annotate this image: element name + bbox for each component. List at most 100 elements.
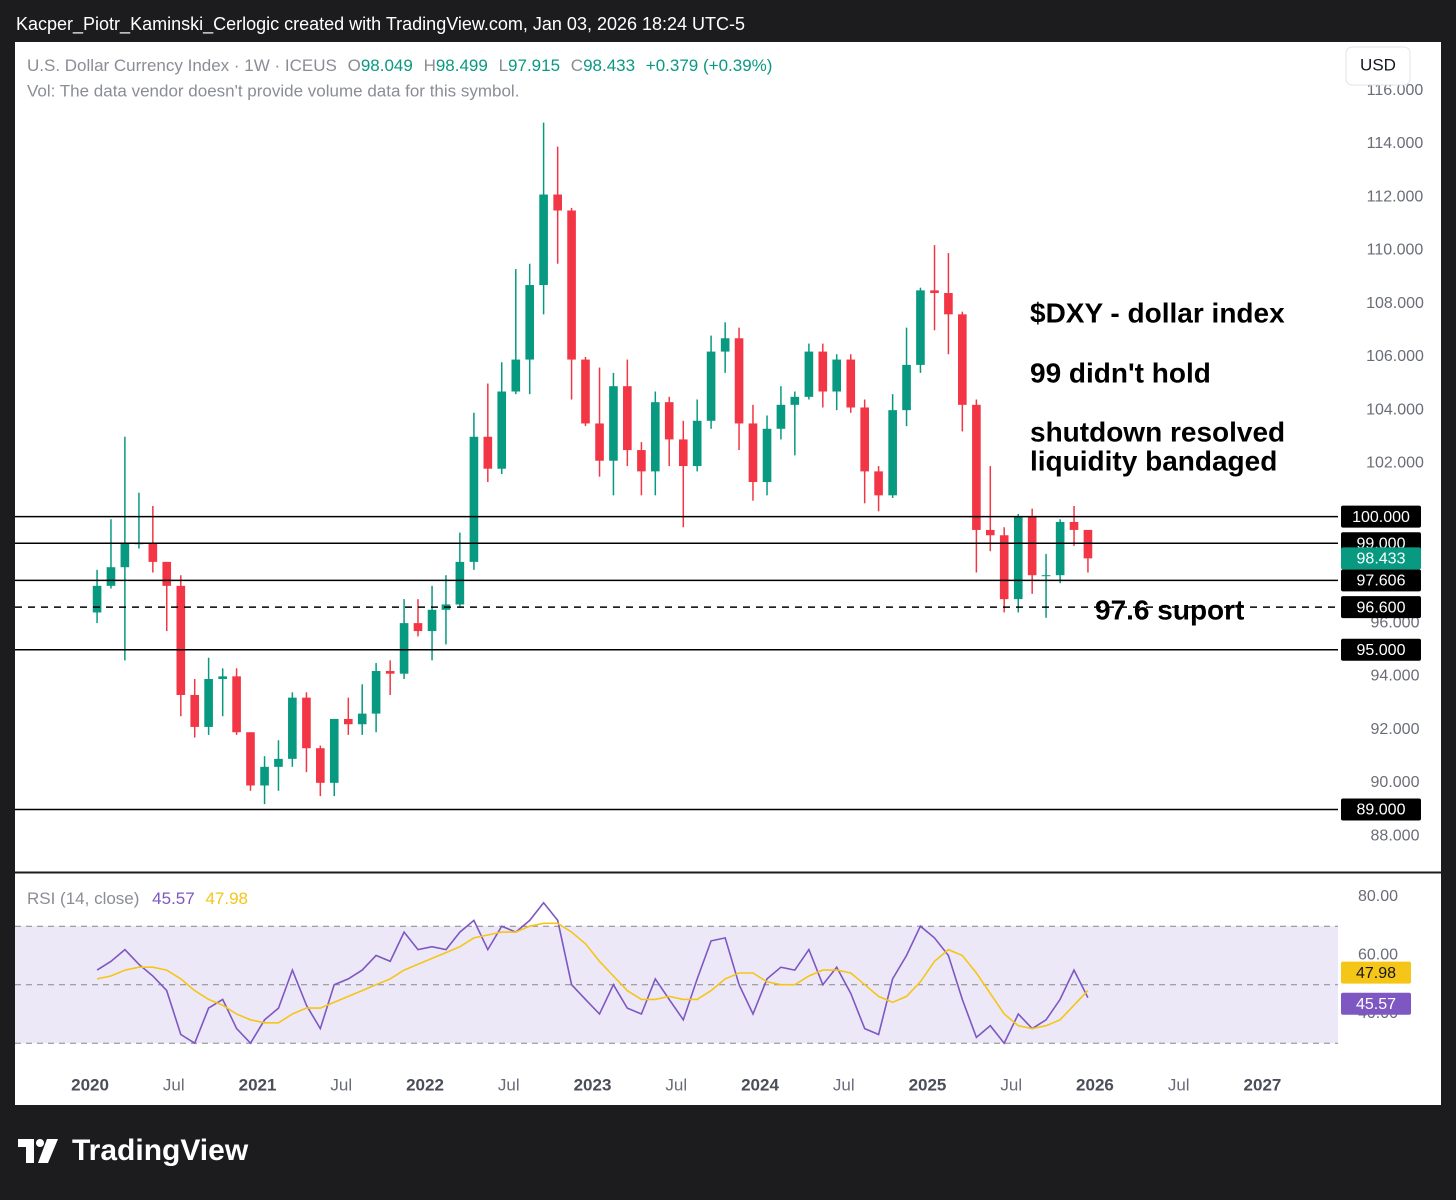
candle-body — [343, 718, 353, 725]
candle-body — [120, 543, 130, 568]
symbol: U.S. Dollar Currency Index · 1W · ICEUS — [27, 56, 337, 75]
candle-body — [218, 676, 227, 680]
candle-body — [162, 561, 172, 586]
candle-body — [832, 359, 842, 392]
rsi-value-label: 47.98 — [1356, 965, 1396, 982]
y-tick-label: 106.000 — [1366, 348, 1424, 365]
y-tick-label: 94.000 — [1371, 668, 1420, 685]
annotation: 97.6 suport — [1095, 594, 1244, 625]
last-price-box — [1341, 547, 1421, 570]
change: +0.379 (+0.39%) — [646, 56, 773, 75]
candle-body — [1055, 521, 1065, 576]
level-label: 96.600 — [1357, 599, 1406, 616]
candle-body — [469, 436, 479, 562]
y-tick-label: 116.000 — [1367, 82, 1424, 99]
candle-body — [1013, 516, 1023, 600]
ohlc-label: L — [499, 56, 508, 75]
x-tick-label: 2022 — [406, 1075, 444, 1094]
x-tick-label: 2020 — [71, 1075, 109, 1094]
candle-body — [874, 471, 883, 496]
annotation: 99 didn't hold — [1030, 357, 1211, 388]
y-tick-label: 104.000 — [1366, 401, 1424, 418]
candle-body — [260, 766, 269, 786]
candle-body — [818, 351, 828, 392]
currency-label[interactable]: USD — [1360, 55, 1396, 74]
level-label-box — [1341, 596, 1421, 619]
candle-body — [413, 623, 423, 632]
candle-body — [581, 359, 590, 424]
y-tick-label: 102.000 — [1366, 455, 1424, 472]
level-label: 95.000 — [1357, 642, 1406, 659]
candle-body — [944, 293, 953, 315]
candle-body — [734, 338, 744, 424]
candle-body — [1083, 529, 1093, 559]
candle-body — [860, 407, 869, 472]
candle-body — [762, 428, 772, 483]
candle-body — [92, 585, 102, 613]
ohlc-label: O — [348, 56, 361, 75]
logo: TradingView — [18, 1134, 249, 1167]
annotation: liquidity bandaged — [1030, 445, 1277, 476]
ohlc-label: C — [571, 56, 583, 75]
y-tick-label: 92.000 — [1371, 721, 1420, 738]
plot: 88.000 90.000 92.000 94.000 96.000 102.000 104… — [15, 82, 1424, 1094]
y-tick-label: 108.000 — [1366, 295, 1424, 312]
y-tick-label: 90.000 — [1371, 774, 1420, 791]
candle-body — [274, 758, 283, 767]
candle-body — [999, 535, 1009, 600]
annotation: shutdown resolved — [1030, 416, 1285, 447]
rsi-line — [96, 922, 1089, 1030]
candle-body — [804, 351, 814, 397]
candle-body — [190, 694, 200, 727]
volume-note: Vol: The data vendor doesn't provide vol… — [27, 81, 519, 100]
y-tick-label: 60.00 — [1358, 947, 1398, 964]
header-legend: U.S. Dollar Currency Index · 1W · ICEUS … — [27, 56, 772, 75]
candle-body — [525, 285, 535, 360]
candle-body — [371, 671, 381, 714]
candle-body — [316, 748, 325, 783]
ohlc-value: 97.915 — [508, 56, 560, 75]
candle-body — [511, 359, 521, 392]
candle-body — [972, 404, 981, 530]
last-price-label: 98.433 — [1357, 551, 1406, 568]
logo-text: TradingView — [72, 1134, 249, 1167]
candle-body — [692, 420, 702, 467]
candle-body — [427, 609, 437, 632]
candle-body — [1069, 521, 1079, 530]
x-tick-label: Jul — [665, 1075, 687, 1094]
level-label-box — [1341, 505, 1421, 528]
candle-body — [748, 423, 758, 483]
rsi-legend: RSI (14, close) 45.57 47.98 — [27, 889, 248, 908]
candle-body — [888, 410, 897, 496]
ohlc-label: H — [424, 56, 436, 75]
level-label: 89.000 — [1357, 802, 1406, 819]
rsi-title: RSI (14, close) — [27, 889, 139, 908]
candle-body — [595, 423, 604, 461]
y-tick-label: 110.000 — [1367, 242, 1424, 259]
annotation: $DXY - dollar index — [1030, 297, 1285, 328]
rsi-value-label: 45.57 — [1356, 996, 1396, 1013]
candle-body — [720, 338, 730, 352]
ohlc-value: 98.049 — [361, 56, 413, 75]
candle-body — [930, 290, 939, 294]
x-tick-label: 2021 — [239, 1075, 277, 1094]
candle-body — [288, 697, 297, 759]
x-tick-label: Jul — [833, 1075, 855, 1094]
currency-button[interactable] — [1345, 46, 1411, 86]
candle-body — [623, 386, 632, 451]
caption: Kacper_Piotr_Kaminski_Cerlogic created w… — [16, 14, 745, 35]
candle-body — [706, 351, 716, 421]
logo-icon — [18, 1139, 34, 1163]
rsi-value-box — [1341, 961, 1411, 984]
x-tick-label: Jul — [1000, 1075, 1022, 1094]
candle-body — [916, 290, 925, 365]
candle-body — [455, 561, 465, 605]
x-tick-label: 2024 — [741, 1075, 779, 1094]
candle-body — [302, 697, 311, 749]
candle-body — [385, 671, 395, 674]
candle-body — [357, 713, 367, 725]
candle-body — [553, 194, 562, 211]
candle-body — [1041, 575, 1051, 577]
